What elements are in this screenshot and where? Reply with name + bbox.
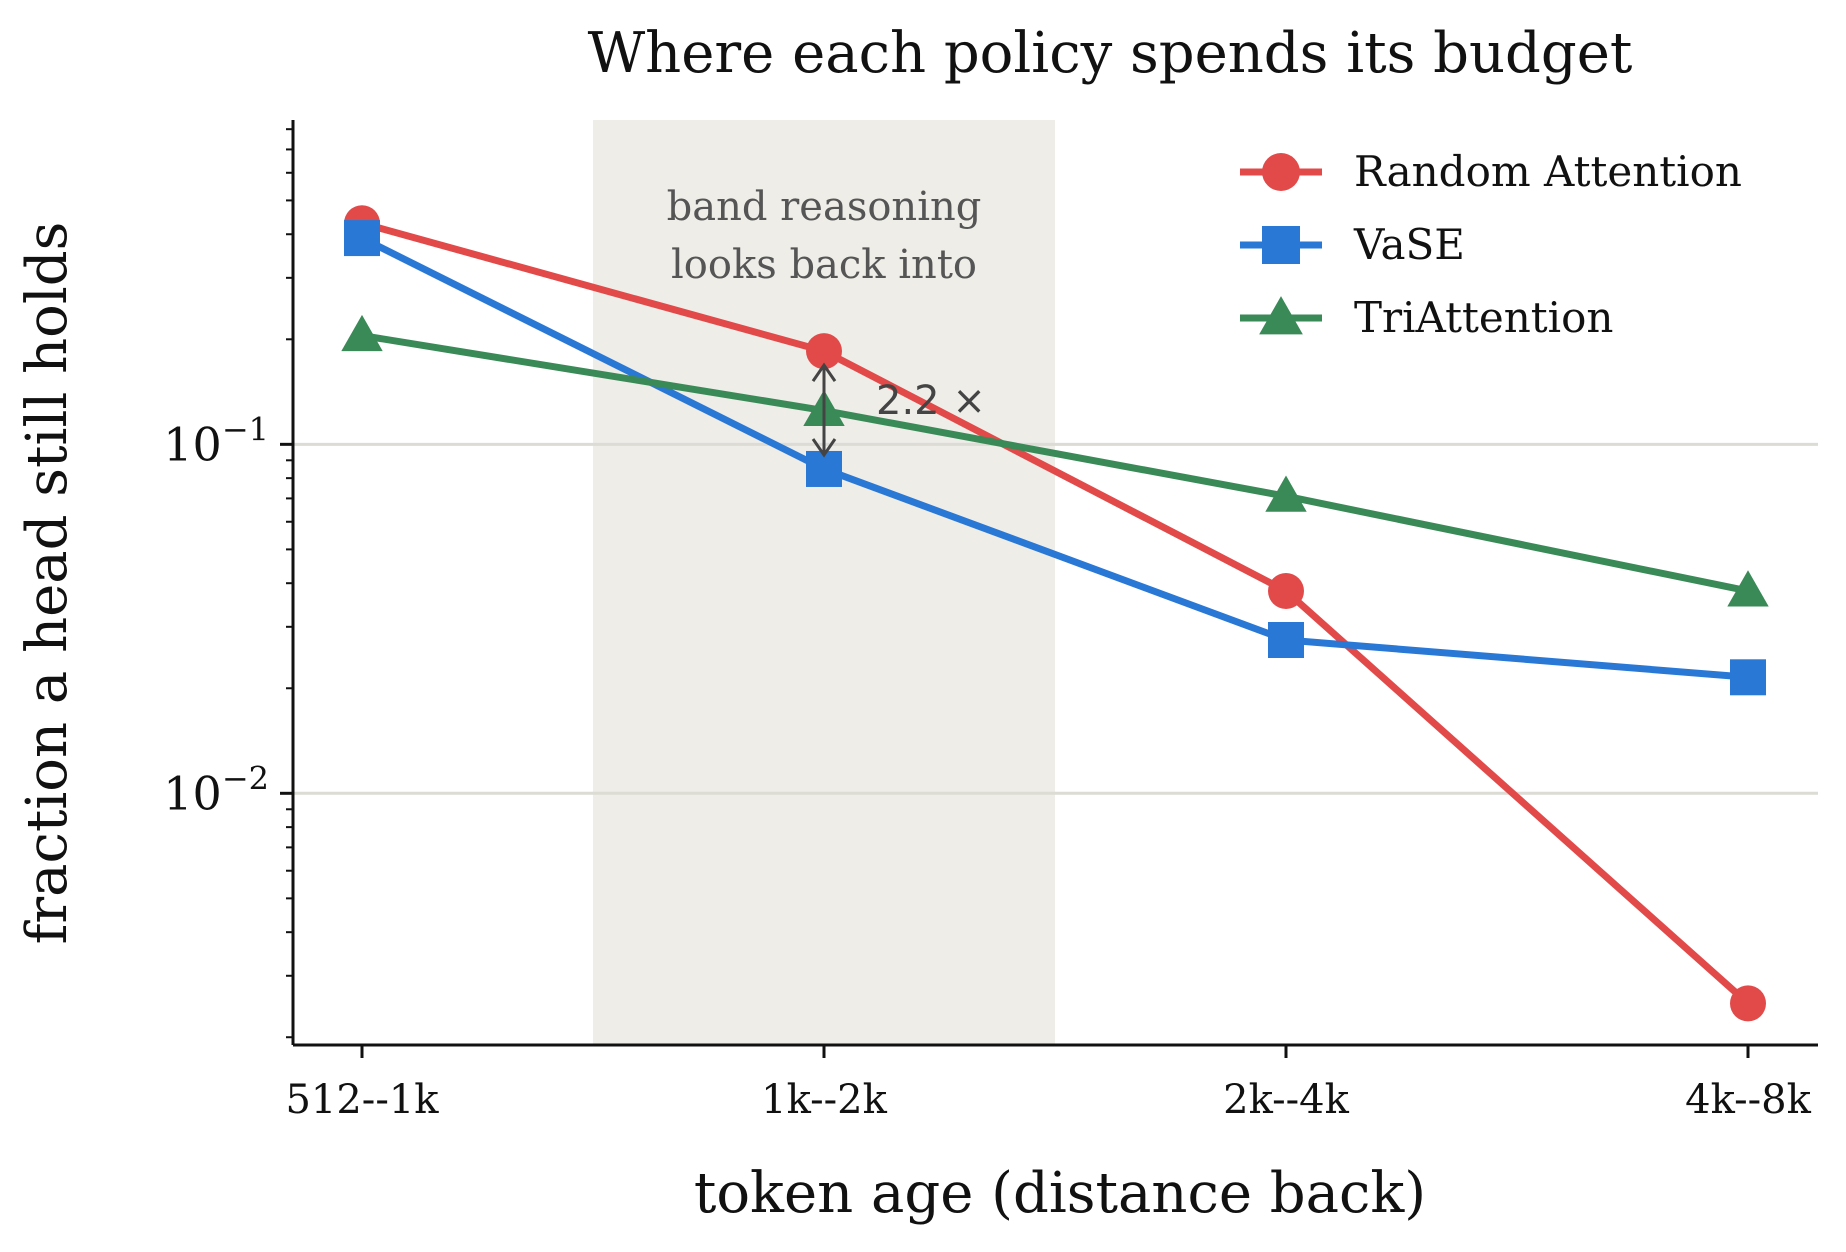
y-tick-label-1: 10−2 [163, 759, 269, 820]
chart-title: Where each policy spends its budget [588, 21, 1633, 86]
x-tick-label-3: 4k--8k [1685, 1077, 1811, 1123]
series-0-point-3 [1730, 985, 1766, 1022]
y-tick-label-0: 10−1 [163, 410, 269, 471]
band-label-line-1: band reasoning [667, 184, 982, 230]
legend-label-2: TriAttention [1354, 293, 1613, 342]
band-label-line-2: looks back into [671, 242, 977, 288]
series-1-point-3 [1730, 659, 1766, 696]
ratio-arrow-head-up [811, 362, 837, 382]
series-line-0 [361, 219, 1751, 1007]
series-0-point-1 [806, 333, 842, 370]
series-2-point-2 [1265, 475, 1307, 512]
series-1-point-2 [1268, 621, 1304, 658]
legend-label-0: Random Attention [1354, 147, 1742, 196]
series-0-point-2 [1268, 572, 1304, 609]
series-2-point-3 [1727, 570, 1769, 607]
ratio-label: 2.2 × [876, 378, 986, 424]
x-tick-label-1: 1k--2k [761, 1077, 887, 1123]
x-tick-label-2: 2k--4k [1223, 1077, 1349, 1123]
ratio-arrow-head-down [811, 438, 837, 458]
series-line-2 [361, 332, 1749, 595]
legend-marker-1 [1262, 226, 1300, 264]
series-1-point-0 [344, 220, 380, 257]
y-axis-label: fraction a head still holds [15, 222, 80, 945]
series-line-1 [360, 234, 1749, 681]
x-axis-label: token age (distance back) [694, 1161, 1426, 1226]
legend-marker-2 [1259, 296, 1303, 335]
series-2-point-0 [341, 314, 383, 352]
legend-label-1: VaSE [1353, 220, 1465, 269]
legend-marker-0 [1262, 153, 1300, 191]
x-tick-label-0: 512--1k [285, 1077, 439, 1123]
shaded-band [593, 120, 1055, 1045]
